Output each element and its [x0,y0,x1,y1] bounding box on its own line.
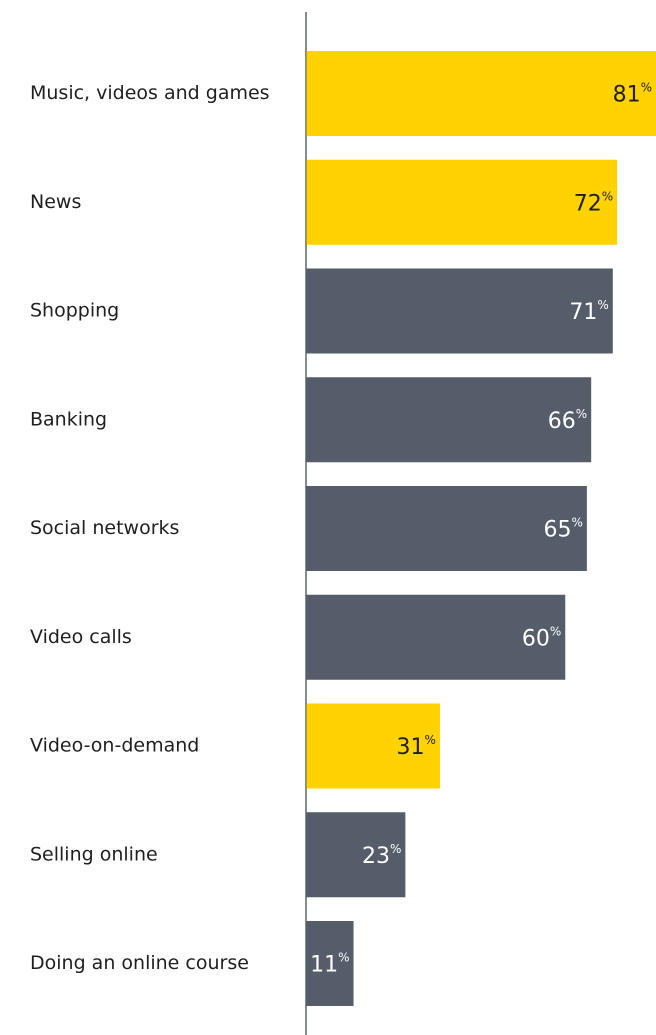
value-label-news: 72% [574,189,613,216]
value-percent-sign: % [576,407,587,421]
bars-layer [306,51,656,1006]
bar-news [306,159,618,245]
value-labels-layer: 81%72%71%66%65%60%31%23%11% [310,81,652,978]
value-label-music-videos-and-games: 81% [613,81,652,108]
category-label-shopping: Shopping [30,300,119,322]
category-label-doing-an-online-course: Doing an online course [30,952,249,974]
category-label-video-on-demand: Video-on-demand [30,735,199,757]
value-number: 71 [569,300,597,325]
value-number: 23 [362,844,390,869]
value-number: 60 [522,626,550,651]
value-percent-sign: % [602,189,613,203]
value-percent-sign: % [338,951,349,965]
value-label-shopping: 71% [569,298,608,325]
bar-selling-online [306,812,406,898]
value-label-banking: 66% [548,407,587,434]
bar-social-networks [306,486,587,571]
category-label-music-videos-and-games: Music, videos and games [30,82,270,104]
bar-video-on-demand [306,703,440,789]
bar-music-videos-and-games [306,51,656,136]
category-label-social-networks: Social networks [30,517,179,539]
value-number: 65 [543,518,571,543]
category-labels-layer: Music, videos and games News Shopping Banki… [30,82,270,974]
category-label-selling-online: Selling online [30,843,158,865]
value-label-social-networks: 65% [543,516,582,543]
category-label-banking: Banking [30,408,107,430]
value-label-doing-an-online-course: 11% [310,951,349,978]
value-number: 81 [613,83,641,108]
value-percent-sign: % [597,298,608,312]
value-number: 31 [397,735,425,760]
value-percent-sign: % [390,842,401,856]
value-percent-sign: % [550,624,561,638]
bar-shopping [306,268,613,354]
bar-doing-an-online-course [306,921,354,1006]
value-percent-sign: % [641,81,652,95]
bar-video-calls [306,594,566,680]
category-label-video-calls: Video calls [30,626,132,648]
value-label-selling-online: 23% [362,842,401,869]
value-percent-sign: % [571,516,582,530]
value-number: 66 [548,409,576,434]
category-label-news: News [30,191,81,213]
value-number: 72 [574,191,602,216]
value-label-video-calls: 60% [522,624,561,651]
value-percent-sign: % [425,733,436,747]
value-number: 11 [310,953,338,978]
bar-banking [306,377,592,463]
value-label-video-on-demand: 31% [397,733,436,760]
